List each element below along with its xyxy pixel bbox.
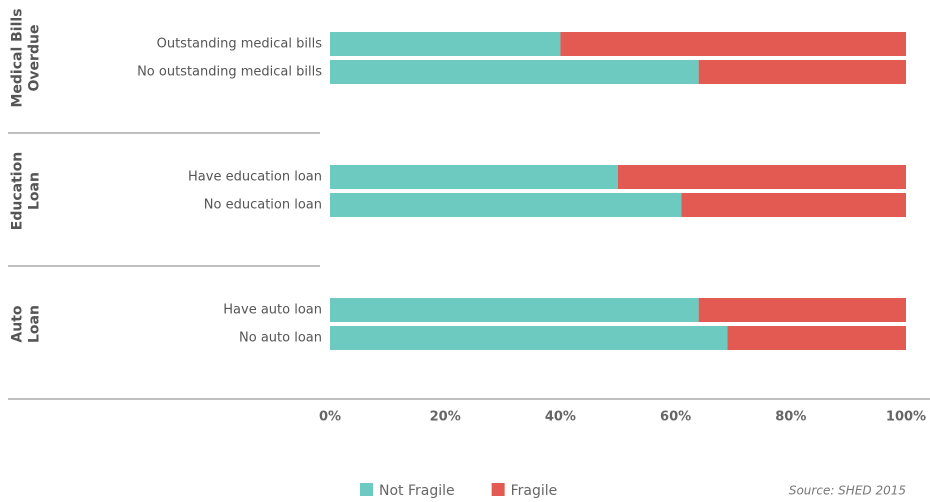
category-label: No education loan bbox=[204, 198, 322, 213]
bar-segment bbox=[698, 60, 906, 84]
bar-segment bbox=[698, 298, 906, 322]
bar-segment bbox=[330, 298, 699, 322]
bar-segment bbox=[330, 193, 682, 217]
bar-segment bbox=[330, 60, 699, 84]
bar-segment bbox=[560, 32, 906, 56]
bar-segment bbox=[618, 165, 906, 189]
legend-swatch bbox=[360, 483, 373, 496]
x-tick-label: 0% bbox=[319, 410, 341, 425]
group-label: Auto bbox=[10, 305, 26, 342]
legend-label: Fragile bbox=[511, 483, 558, 499]
x-tick-label: 100% bbox=[886, 410, 926, 425]
legend-swatch bbox=[491, 483, 505, 496]
group-label: Loan bbox=[27, 305, 43, 343]
x-tick-label: 60% bbox=[660, 410, 691, 425]
group-label: Loan bbox=[27, 172, 43, 210]
category-label: Have education loan bbox=[188, 170, 322, 185]
bar-segment bbox=[330, 32, 561, 56]
x-tick-label: 40% bbox=[545, 410, 576, 425]
x-tick-label: 80% bbox=[775, 410, 806, 425]
category-label: Outstanding medical bills bbox=[157, 37, 323, 52]
x-tick-label: 20% bbox=[430, 410, 461, 425]
category-label: Have auto loan bbox=[223, 303, 322, 318]
bar-segment bbox=[727, 326, 906, 350]
bar-segment bbox=[330, 326, 728, 350]
bar-segment bbox=[681, 193, 906, 217]
group-label: Medical Bills bbox=[10, 8, 26, 107]
group-label: Overdue bbox=[27, 25, 43, 92]
category-label: No outstanding medical bills bbox=[137, 65, 322, 80]
source: Source: SHED 2015 bbox=[789, 484, 906, 498]
legend-label: Not Fragile bbox=[379, 483, 455, 499]
bar-segment bbox=[330, 165, 618, 189]
group-label: Education bbox=[10, 152, 26, 230]
category-label: No auto loan bbox=[239, 331, 322, 346]
